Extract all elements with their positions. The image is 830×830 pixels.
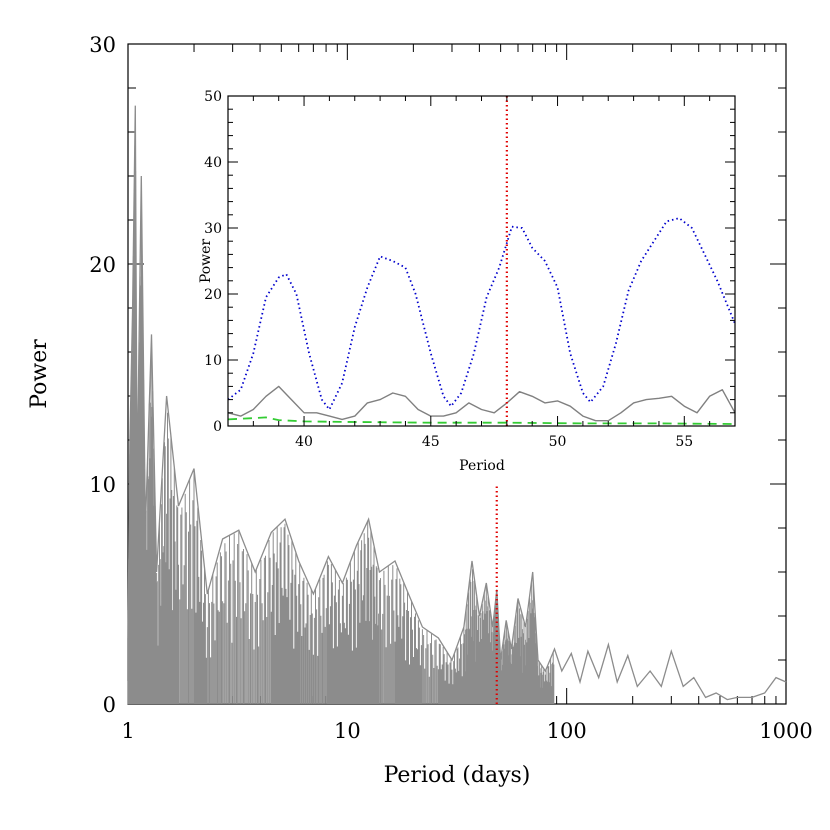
inset-y-tick-label: 30 bbox=[204, 221, 222, 237]
main-y-axis-label: Power bbox=[27, 339, 52, 409]
inset-series-line-1 bbox=[227, 385, 736, 422]
inset-y-tick-label: 20 bbox=[204, 287, 222, 303]
inset-x-tick-label: 50 bbox=[549, 434, 567, 450]
main-plot-series bbox=[127, 105, 787, 704]
inset-x-tick-label: 55 bbox=[675, 434, 693, 450]
main-x-tick-label: 1000 bbox=[759, 719, 812, 743]
main-y-tick-label: 30 bbox=[89, 33, 116, 57]
main-x-tick-label: 10 bbox=[334, 719, 361, 743]
main-series-spikes bbox=[127, 145, 555, 704]
inset-plot: 40 45 50 55 0 10 20 30 40 50 Period Power bbox=[198, 89, 736, 474]
inset-x-tick-label: 45 bbox=[422, 434, 440, 450]
inset-y-axis-label: Power bbox=[198, 239, 214, 284]
inset-plot-ticks: 40 45 50 55 0 10 20 30 40 50 bbox=[204, 89, 735, 450]
inset-series-line-0 bbox=[227, 217, 736, 411]
main-x-tick-label: 100 bbox=[547, 719, 587, 743]
inset-y-tick-label: 10 bbox=[204, 353, 222, 369]
main-x-axis-label: Period (days) bbox=[384, 763, 531, 788]
main-x-tick-label: 1 bbox=[121, 719, 134, 743]
inset-y-tick-label: 50 bbox=[204, 89, 222, 105]
inset-y-tick-label: 40 bbox=[204, 155, 222, 171]
inset-x-tick-label: 40 bbox=[295, 434, 313, 450]
inset-y-tick-label: 0 bbox=[213, 419, 222, 435]
inset-x-axis-label: Period bbox=[459, 458, 505, 474]
main-y-tick-label: 20 bbox=[89, 253, 116, 277]
main-y-tick-label: 0 bbox=[103, 693, 116, 717]
inset-plot-background bbox=[228, 96, 735, 426]
main-y-tick-label: 10 bbox=[89, 473, 116, 497]
